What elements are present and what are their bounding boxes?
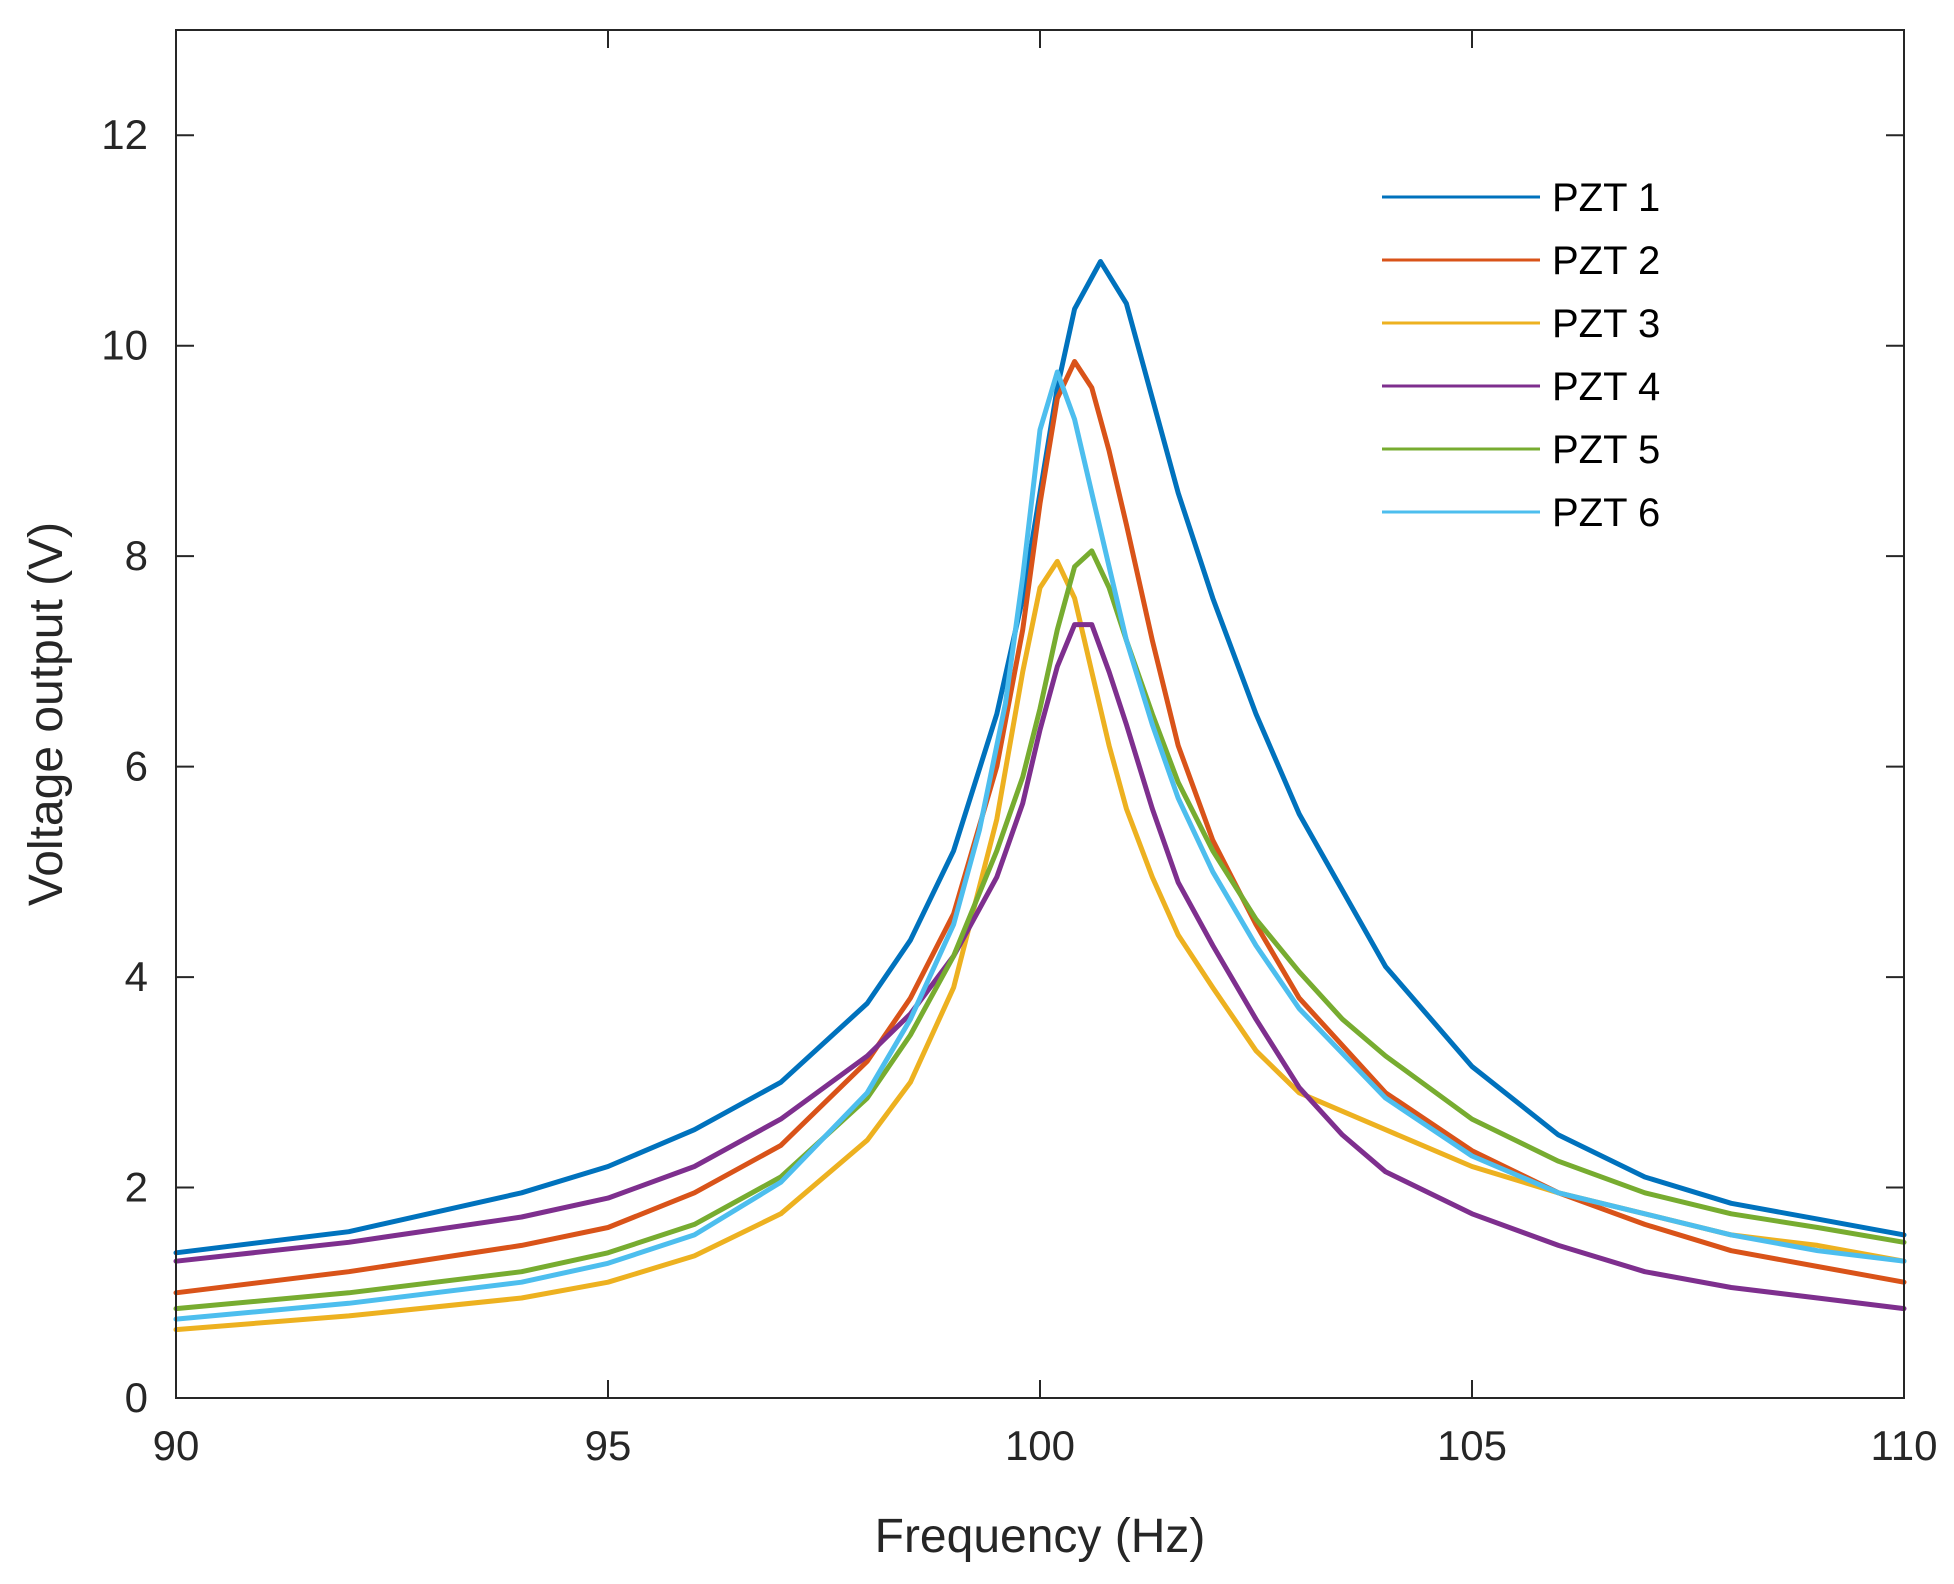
legend: PZT 1 PZT 2 PZT 3 PZT 4 PZT 5 PZT 6 <box>1382 176 1660 535</box>
y-tick-label: 8 <box>125 532 148 579</box>
y-tick-label: 2 <box>125 1164 148 1211</box>
legend-label-pzt-6: PZT 6 <box>1552 491 1660 535</box>
y-tick-label: 6 <box>125 743 148 790</box>
x-tick-label: 95 <box>585 1422 632 1469</box>
x-tick-label: 90 <box>153 1422 200 1469</box>
legend-label-pzt-2: PZT 2 <box>1552 239 1660 283</box>
legend-label-pzt-4: PZT 4 <box>1552 365 1660 409</box>
legend-label-pzt-1: PZT 1 <box>1552 176 1660 220</box>
series-line-pzt-2 <box>173 359 1907 1296</box>
legend-label-pzt-5: PZT 5 <box>1552 428 1660 472</box>
axes-box <box>175 29 1905 1399</box>
x-tick-label: 105 <box>1437 1422 1507 1469</box>
y-tick-label: 0 <box>125 1374 148 1421</box>
legend-label-pzt-3: PZT 3 <box>1552 302 1660 346</box>
series-line-pzt-6 <box>173 369 1907 1322</box>
y-tick-labels: 0 2 4 6 8 10 12 <box>101 111 148 1421</box>
x-tick-labels: 90 95 100 105 110 <box>153 1422 1938 1469</box>
y-tick-label: 10 <box>101 322 148 369</box>
series-line-pzt-4 <box>173 622 1907 1312</box>
x-tick-label: 100 <box>1005 1422 1075 1469</box>
series-line-pzt-1 <box>173 259 1907 1256</box>
y-tick-label: 12 <box>101 111 148 158</box>
y-axis-title: Voltage output (V) <box>20 522 73 906</box>
x-tick-label: 110 <box>1871 1422 1938 1469</box>
x-axis-title: Frequency (Hz) <box>875 1510 1206 1563</box>
y-tick-label: 4 <box>125 953 148 1000</box>
series-line-pzt-3 <box>173 558 1907 1333</box>
series-line-pzt-5 <box>173 548 1907 1312</box>
series-group <box>173 259 1907 1333</box>
